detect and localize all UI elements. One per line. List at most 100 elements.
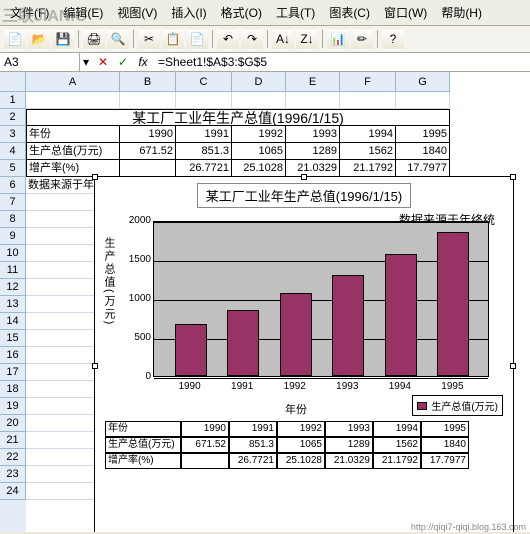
chart-button[interactable]: 📊 — [327, 28, 349, 50]
row-header[interactable]: 2 — [0, 109, 26, 126]
sort-asc-button[interactable]: A↓ — [272, 28, 294, 50]
cancel-icon[interactable]: ✕ — [94, 53, 112, 71]
cell[interactable]: 1991 — [176, 126, 232, 143]
undo-button[interactable]: ↶ — [217, 28, 239, 50]
row-header[interactable]: 6 — [0, 177, 26, 194]
row-header[interactable]: 23 — [0, 466, 26, 483]
cell[interactable]: 21.1792 — [340, 160, 396, 177]
chart-bar — [437, 232, 469, 376]
row-header[interactable]: 17 — [0, 364, 26, 381]
cut-button[interactable]: ✂ — [138, 28, 160, 50]
row-header[interactable]: 10 — [0, 245, 26, 262]
drawing-button[interactable]: ✏ — [351, 28, 373, 50]
menu-help[interactable]: 帮助(H) — [435, 2, 488, 23]
cell[interactable]: 生产总值(万元) — [26, 143, 120, 160]
row-header[interactable]: 11 — [0, 262, 26, 279]
row-header[interactable]: 22 — [0, 449, 26, 466]
open-button[interactable]: 📂 — [28, 28, 50, 50]
cell[interactable] — [176, 92, 232, 109]
row-header[interactable]: 16 — [0, 347, 26, 364]
menu-insert[interactable]: 插入(I) — [165, 2, 212, 23]
menu-view[interactable]: 视图(V) — [111, 2, 163, 23]
row-header[interactable]: 18 — [0, 381, 26, 398]
row-header[interactable]: 8 — [0, 211, 26, 228]
cell[interactable]: 年份 — [26, 126, 120, 143]
cell[interactable]: 26.7721 — [176, 160, 232, 177]
row-header[interactable]: 9 — [0, 228, 26, 245]
row-header[interactable]: 1 — [0, 92, 26, 109]
cell[interactable]: 1994 — [340, 126, 396, 143]
row-header[interactable]: 13 — [0, 296, 26, 313]
print-button[interactable]: 🖨 — [83, 28, 105, 50]
cell[interactable]: 671.52 — [120, 143, 176, 160]
chart-ytick: 2000 — [123, 215, 151, 226]
col-header[interactable]: E — [286, 72, 340, 92]
menu-window[interactable]: 窗口(W) — [378, 2, 433, 23]
row-header[interactable]: 12 — [0, 279, 26, 296]
cell[interactable]: 1995 — [396, 126, 450, 143]
row-header[interactable]: 21 — [0, 432, 26, 449]
selection-handle[interactable] — [510, 363, 516, 369]
cell[interactable] — [340, 92, 396, 109]
selection-handle[interactable] — [92, 363, 98, 369]
col-header[interactable]: G — [396, 72, 450, 92]
cell[interactable] — [120, 92, 176, 109]
embedded-chart[interactable]: 某工厂工业年生产总值(1996/1/15) 数据来源于年终统 生产总值(万元) … — [94, 176, 514, 532]
row-header[interactable]: 19 — [0, 398, 26, 415]
cell[interactable]: 1289 — [286, 143, 340, 160]
cell[interactable] — [286, 92, 340, 109]
menu-tools[interactable]: 工具(T) — [270, 2, 321, 23]
preview-button[interactable]: 🔍 — [107, 28, 129, 50]
chart-ylabel: 生产总值(万元) — [101, 237, 117, 326]
paste-button[interactable]: 📄 — [186, 28, 208, 50]
row-header[interactable]: 3 — [0, 126, 26, 143]
sort-desc-button[interactable]: Z↓ — [296, 28, 318, 50]
new-button[interactable]: 📄 — [4, 28, 26, 50]
save-button[interactable]: 💾 — [52, 28, 74, 50]
formula-input[interactable]: =Sheet1!$A$3:$G$5 — [154, 53, 530, 71]
redo-button[interactable]: ↷ — [241, 28, 263, 50]
cell[interactable]: 增产率(%) — [26, 160, 120, 177]
mini-cell: 1562 — [373, 437, 421, 453]
cell[interactable]: 1990 — [120, 126, 176, 143]
cell[interactable] — [26, 92, 120, 109]
help-button[interactable]: ? — [382, 28, 404, 50]
row-header[interactable]: 7 — [0, 194, 26, 211]
cell[interactable]: 1562 — [340, 143, 396, 160]
selection-handle[interactable] — [301, 174, 307, 180]
row-header[interactable]: 15 — [0, 330, 26, 347]
col-header[interactable]: F — [340, 72, 396, 92]
legend-swatch — [417, 402, 427, 410]
cell[interactable] — [120, 160, 176, 177]
enter-icon[interactable]: ✓ — [114, 53, 132, 71]
col-header[interactable]: B — [120, 72, 176, 92]
row-header[interactable]: 24 — [0, 483, 26, 500]
row-header[interactable]: 20 — [0, 415, 26, 432]
cell[interactable]: 1993 — [286, 126, 340, 143]
col-header[interactable]: A — [26, 72, 120, 92]
selection-handle[interactable] — [510, 174, 516, 180]
cell[interactable]: 21.0329 — [286, 160, 340, 177]
row-header[interactable]: 14 — [0, 313, 26, 330]
col-header[interactable]: D — [232, 72, 286, 92]
cell[interactable]: 1840 — [396, 143, 450, 160]
fx-icon[interactable]: fx — [134, 53, 152, 71]
cell[interactable]: 25.1028 — [232, 160, 286, 177]
cell[interactable]: 851.3 — [176, 143, 232, 160]
cell[interactable] — [232, 92, 286, 109]
name-box[interactable]: A3 — [0, 53, 80, 71]
menu-format[interactable]: 格式(O) — [215, 2, 268, 23]
cell[interactable]: 17.7977 — [396, 160, 450, 177]
select-all-corner[interactable] — [0, 72, 26, 92]
cell[interactable]: 1065 — [232, 143, 286, 160]
row-header[interactable]: 4 — [0, 143, 26, 160]
chart-xlabel: 年份 — [285, 401, 307, 417]
col-header[interactable]: C — [176, 72, 232, 92]
selection-handle[interactable] — [92, 174, 98, 180]
cell[interactable]: 1992 — [232, 126, 286, 143]
menu-chart[interactable]: 图表(C) — [323, 2, 376, 23]
copy-button[interactable]: 📋 — [162, 28, 184, 50]
chart-xtick: 1990 — [170, 381, 210, 392]
row-header[interactable]: 5 — [0, 160, 26, 177]
cell[interactable] — [396, 92, 450, 109]
